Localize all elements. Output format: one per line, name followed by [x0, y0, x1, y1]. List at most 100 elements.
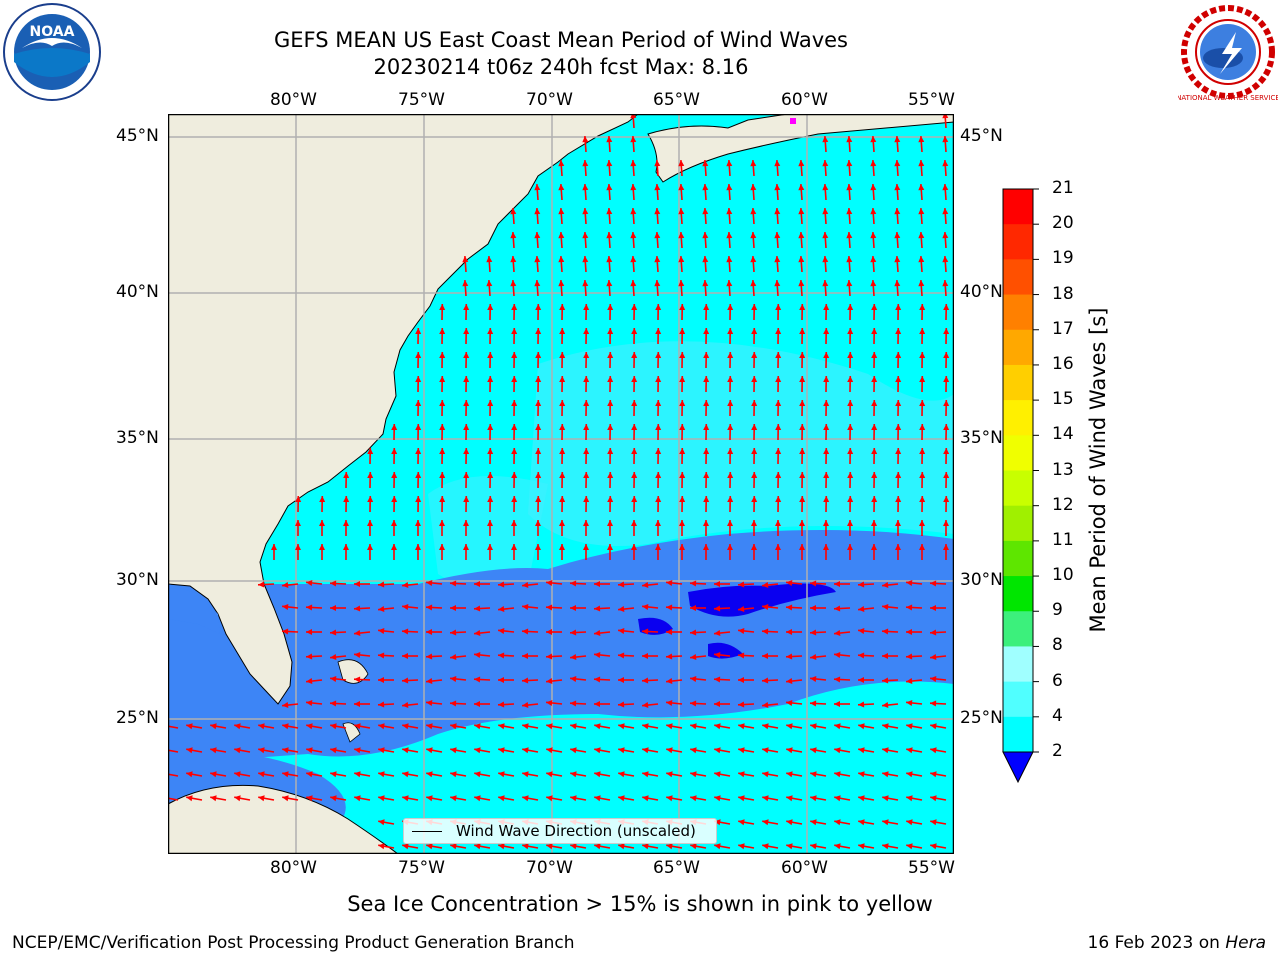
wave-direction-arrowhead — [870, 136, 877, 143]
wave-direction-arrow — [168, 773, 179, 777]
wave-direction-arrowhead — [510, 256, 517, 263]
wave-direction-arrowhead — [655, 304, 662, 311]
wave-direction-arrowhead — [378, 701, 385, 708]
wave-direction-arrowhead — [439, 424, 446, 431]
wave-direction-arrowhead — [606, 184, 613, 191]
wave-direction-arrowhead — [558, 184, 565, 191]
wave-direction-arrowhead — [870, 256, 877, 263]
wave-direction-arrowhead — [582, 136, 589, 143]
wave-direction-arrowhead — [894, 184, 901, 191]
wave-direction-arrowhead — [402, 747, 409, 754]
wave-direction-arrowhead — [666, 771, 673, 778]
wave-direction-arrowhead — [870, 232, 877, 239]
wave-direction-arrowhead — [702, 184, 709, 191]
wave-direction-arrowhead — [558, 160, 565, 167]
wave-direction-arrowhead — [463, 544, 469, 550]
wave-direction-arrowhead — [678, 232, 685, 239]
wave-direction-arrowhead — [594, 581, 600, 587]
wave-direction-arrowhead — [570, 700, 577, 707]
wave-direction-arrowhead — [426, 723, 433, 730]
wave-direction-arrowhead — [630, 256, 637, 263]
wave-direction-arrowhead — [679, 328, 686, 335]
wave-direction-arrowhead — [810, 747, 817, 754]
wave-direction-arrowhead — [463, 520, 469, 526]
wave-direction-arrowhead — [258, 723, 265, 730]
wave-direction-arrowhead — [786, 819, 793, 826]
wave-direction-arrowhead — [522, 723, 529, 730]
wave-direction-arrowhead — [918, 136, 925, 143]
wave-direction-arrowhead — [943, 472, 950, 479]
wave-direction-arrowhead — [786, 579, 793, 586]
wave-direction-arrowhead — [774, 160, 781, 167]
wave-direction-arrowhead — [642, 653, 648, 659]
wave-direction-arrowhead — [919, 400, 926, 407]
lat-label-left: 40°N — [116, 282, 159, 302]
wave-direction-arrowhead — [895, 544, 901, 550]
wave-direction-arrowhead — [559, 496, 566, 503]
wave-direction-arrowhead — [415, 424, 422, 431]
wave-direction-arrowhead — [895, 520, 901, 526]
wave-direction-arrowhead — [330, 723, 337, 730]
wave-direction-arrowhead — [810, 795, 817, 802]
wave-direction-arrowhead — [751, 376, 758, 383]
wave-direction-arrowhead — [367, 448, 374, 455]
wave-direction-arrowhead — [487, 304, 494, 311]
wave-direction-arrowhead — [282, 795, 289, 802]
wave-direction-arrowhead — [895, 448, 902, 455]
wave-direction-arrowhead — [726, 232, 733, 239]
wave-direction-arrowhead — [703, 520, 709, 526]
wave-direction-arrowhead — [774, 280, 781, 287]
wave-direction-arrowhead — [450, 723, 457, 730]
colorbar-segment — [1003, 400, 1033, 436]
wave-direction-arrowhead — [774, 232, 781, 239]
wave-direction-arrowhead — [583, 352, 590, 359]
wave-direction-arrowhead — [234, 771, 241, 778]
wave-direction-arrowhead — [882, 795, 889, 802]
colorbar-segment — [1003, 435, 1033, 471]
colorbar-tick-label: 21 — [1052, 178, 1074, 198]
chart-subtitle: 20230214 t06z 240h fcst Max: 8.16 — [373, 55, 749, 79]
wave-direction-arrowhead — [690, 675, 697, 682]
wave-direction-arrowhead — [282, 582, 289, 589]
colorbar-tick-label: 14 — [1052, 424, 1074, 445]
wave-direction-arrowhead — [799, 544, 805, 550]
wave-direction-arrowhead — [679, 496, 686, 503]
wave-direction-arrowhead — [654, 160, 661, 167]
wave-direction-arrowhead — [810, 700, 817, 707]
wave-direction-arrowhead — [426, 699, 433, 706]
wave-direction-arrowhead — [919, 496, 926, 503]
wave-direction-arrowhead — [906, 723, 913, 730]
wave-direction-arrowhead — [727, 496, 734, 503]
wave-direction-arrowhead — [631, 448, 638, 455]
wave-direction-arrowhead — [487, 544, 493, 550]
wave-direction-arrow — [168, 797, 179, 801]
wave-direction-arrowhead — [306, 579, 313, 586]
wave-direction-arrowhead — [919, 304, 926, 311]
wave-direction-arrowhead — [702, 208, 709, 215]
wave-direction-arrowhead — [415, 328, 422, 335]
wave-direction-arrowhead — [474, 771, 481, 778]
wave-direction-arrowhead — [943, 448, 950, 455]
wave-direction-arrowhead — [727, 544, 733, 550]
wave-direction-arrowhead — [439, 328, 446, 335]
wave-direction-arrowhead — [511, 448, 518, 455]
wave-direction-arrowhead — [511, 400, 518, 407]
colorbar-tick-label: 20 — [1052, 213, 1074, 234]
wave-direction-arrowhead — [510, 280, 517, 287]
wave-direction-arrowhead — [559, 352, 566, 359]
wave-direction-arrowhead — [642, 603, 649, 610]
wave-direction-arrowhead — [534, 256, 541, 263]
wave-direction-arrowhead — [439, 496, 446, 503]
colorbar-tick-label: 19 — [1052, 248, 1074, 269]
wave-direction-arrowhead — [546, 699, 553, 706]
wave-direction-arrowhead — [570, 723, 577, 730]
wave-direction-arrowhead — [858, 819, 865, 826]
wave-direction-arrowhead — [354, 701, 360, 707]
wave-direction-arrowhead — [618, 747, 625, 754]
wave-direction-arrowhead — [918, 256, 925, 263]
wave-direction-arrowhead — [498, 701, 505, 708]
wave-direction-arrowhead — [282, 603, 289, 610]
wave-direction-arrowhead — [823, 328, 830, 335]
wave-direction-arrowhead — [546, 604, 553, 611]
wave-direction-arrowhead — [583, 472, 590, 479]
